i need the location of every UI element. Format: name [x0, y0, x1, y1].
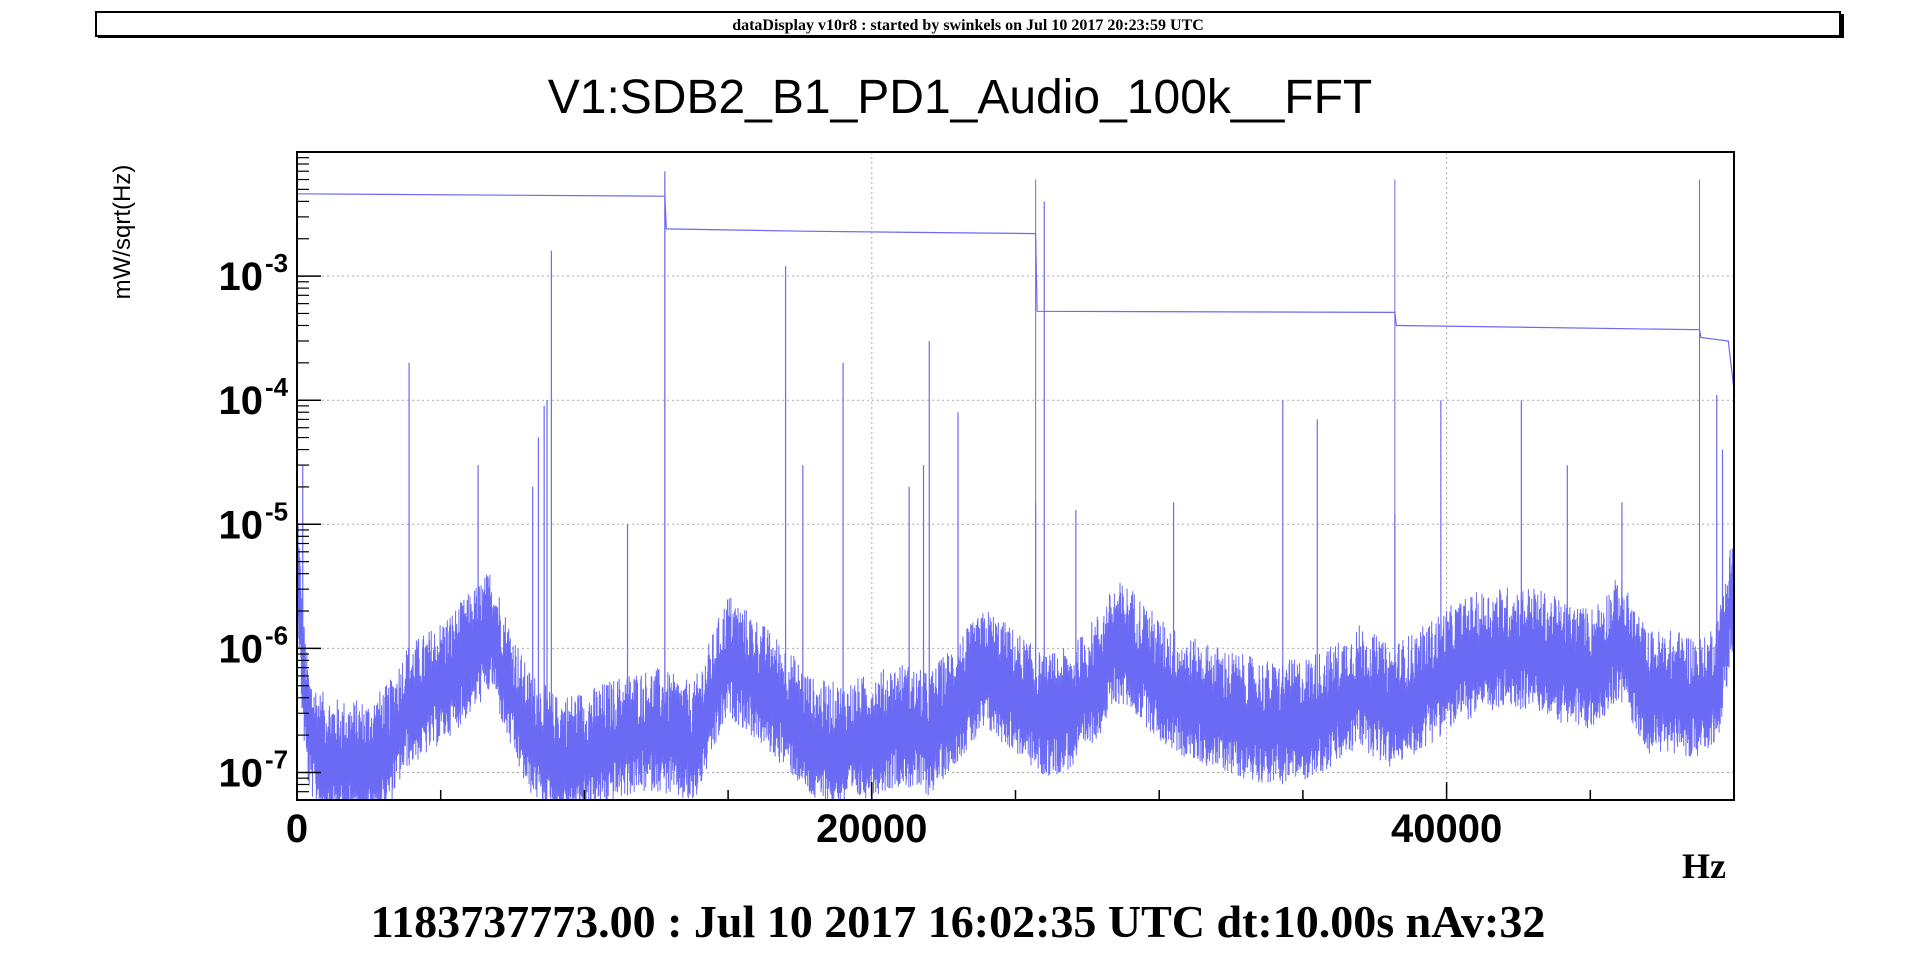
y-tick-label: 10 [219, 379, 264, 423]
y-tick-exponent: -7 [265, 744, 288, 774]
banner-text: dataDisplay v10r8 : started by swinkels … [732, 17, 1204, 34]
y-tick-label: 10 [219, 503, 264, 547]
y-tick-exponent: -3 [265, 248, 288, 278]
envelope-trace [296, 193, 1735, 391]
y-tick-label: 10 [219, 255, 264, 299]
y-tick-exponent: -5 [265, 496, 288, 526]
y-tick-label: 10 [219, 751, 264, 795]
y-tick-exponent: -6 [265, 620, 288, 650]
x-tick-label: 40000 [1391, 807, 1502, 851]
footer-timestamp: 1183737773.00 : Jul 10 2017 16:02:35 UTC… [371, 896, 1546, 947]
x-axis-label: Hz [1682, 846, 1726, 886]
x-tick-label: 0 [286, 807, 308, 851]
x-tick-label: 20000 [816, 807, 927, 851]
x-tick-labels: 0 20000 40000 [286, 807, 1502, 851]
y-tick-label: 10 [219, 627, 264, 671]
spectrum-trace [296, 171, 1735, 801]
chart-title: V1:SDB2_B1_PD1_Audio_100k__FFT [548, 71, 1373, 124]
banner-box [95, 11, 1841, 37]
y-tick-exponent: -4 [265, 372, 289, 402]
axis-ticks [296, 157, 1735, 801]
y-tick-labels: 10-710-610-510-410-3 [219, 248, 289, 795]
noise-floor-trace [296, 502, 1735, 801]
y-axis-label: mW/sqrt(Hz) [109, 165, 136, 300]
